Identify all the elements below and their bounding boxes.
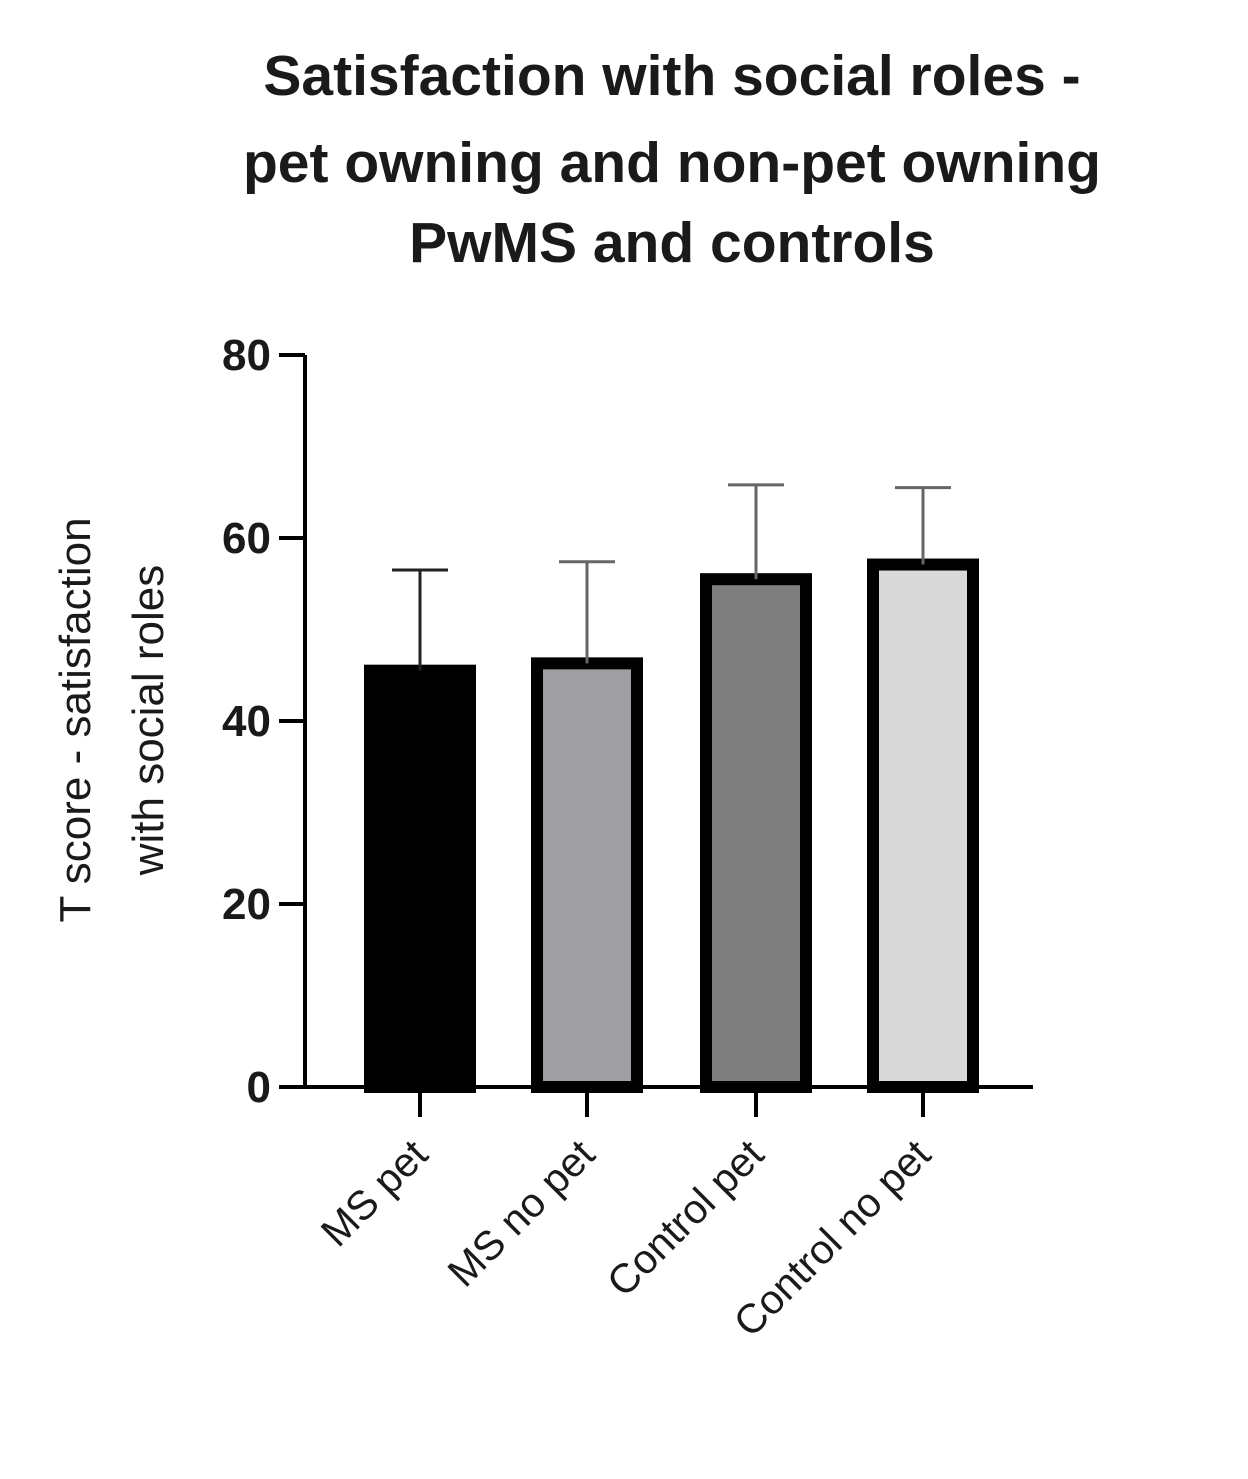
y-tick-label: 60 — [222, 514, 271, 563]
y-tick-label: 20 — [222, 880, 271, 929]
chart-title-line: Satisfaction with social roles - — [263, 44, 1080, 108]
y-axis-label-line: with social roles — [124, 565, 173, 877]
bar — [531, 657, 643, 1093]
y-tick-label: 0 — [247, 1063, 271, 1112]
chart-title-line: pet owning and non-pet owning — [243, 131, 1101, 195]
bar — [867, 558, 979, 1093]
bars — [364, 558, 979, 1093]
x-tick-label: MS no pet — [439, 1130, 604, 1295]
y-axis-label-line: T score - satisfaction — [51, 517, 100, 922]
y-tick-label: 80 — [222, 331, 271, 380]
y-axis-ticks: 0 20 40 60 80 — [222, 331, 305, 1112]
chart-title-line: PwMS and controls — [409, 211, 935, 275]
bar — [700, 573, 812, 1093]
y-tick-label: 40 — [222, 697, 271, 746]
chart-title: Satisfaction with social roles - pet owni… — [243, 44, 1101, 275]
x-tick-label: Control pet — [598, 1130, 773, 1305]
y-axis-label: T score - satisfaction with social roles — [51, 517, 173, 922]
x-tick-label: MS pet — [312, 1130, 437, 1255]
bar — [364, 664, 476, 1093]
error-bars — [392, 483, 951, 671]
